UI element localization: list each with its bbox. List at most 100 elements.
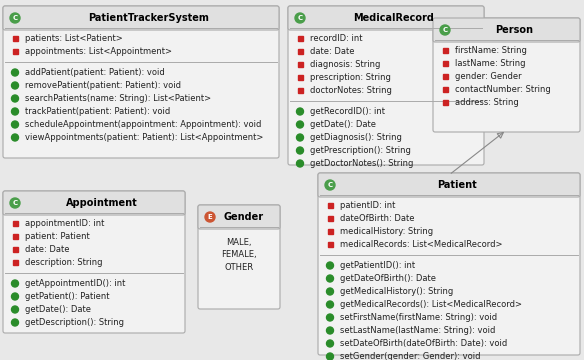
Text: address: String: address: String: [455, 98, 519, 107]
Circle shape: [326, 314, 333, 321]
Circle shape: [440, 25, 450, 35]
Text: MedicalRecord: MedicalRecord: [353, 13, 434, 23]
Bar: [328, 229, 332, 234]
Text: scheduleAppointment(appointment: Appointment): void: scheduleAppointment(appointment: Appoint…: [25, 120, 262, 129]
Bar: [328, 242, 332, 247]
Text: dateOfBirth: Date: dateOfBirth: Date: [340, 214, 415, 223]
Text: PatientTrackerSystem: PatientTrackerSystem: [89, 13, 210, 23]
FancyBboxPatch shape: [288, 6, 484, 30]
FancyBboxPatch shape: [3, 6, 279, 158]
Bar: [443, 74, 447, 79]
FancyBboxPatch shape: [198, 205, 280, 309]
Text: patient: Patient: patient: Patient: [25, 232, 90, 241]
Text: lastName: String: lastName: String: [455, 59, 526, 68]
Circle shape: [12, 306, 19, 313]
Text: C: C: [297, 15, 303, 21]
Text: getRecordID(): int: getRecordID(): int: [310, 107, 385, 116]
Text: getDate(): Date: getDate(): Date: [25, 305, 91, 314]
Text: diagnosis: String: diagnosis: String: [310, 60, 380, 69]
Text: setFirstName(firstName: String): void: setFirstName(firstName: String): void: [340, 313, 497, 322]
Text: searchPatients(name: String): List<Patient>: searchPatients(name: String): List<Patie…: [25, 94, 211, 103]
Bar: [12, 221, 18, 226]
Text: C: C: [328, 182, 332, 188]
Circle shape: [12, 95, 19, 102]
Circle shape: [325, 180, 335, 190]
Circle shape: [297, 134, 304, 141]
FancyBboxPatch shape: [3, 191, 185, 215]
Text: appointmentID: int: appointmentID: int: [25, 219, 105, 228]
Circle shape: [326, 262, 333, 269]
Circle shape: [326, 327, 333, 334]
Bar: [12, 234, 18, 239]
Text: C: C: [443, 27, 447, 33]
Text: firstName: String: firstName: String: [455, 46, 527, 55]
Text: patientID: int: patientID: int: [340, 201, 395, 210]
Text: C: C: [12, 15, 18, 21]
Text: getDiagnosis(): String: getDiagnosis(): String: [310, 133, 402, 142]
Bar: [6, 18, 276, 28]
FancyBboxPatch shape: [198, 205, 280, 229]
Text: getDoctorNotes(): String: getDoctorNotes(): String: [310, 159, 413, 168]
Circle shape: [326, 301, 333, 308]
Bar: [328, 216, 332, 221]
Text: prescription: String: prescription: String: [310, 73, 391, 82]
Bar: [12, 49, 18, 54]
Text: getMedicalRecords(): List<MedicalRecord>: getMedicalRecords(): List<MedicalRecord>: [340, 300, 522, 309]
Text: description: String: description: String: [25, 258, 103, 267]
Text: getDateOfBirth(): Date: getDateOfBirth(): Date: [340, 274, 436, 283]
Circle shape: [12, 293, 19, 300]
Text: date: Date: date: Date: [310, 47, 354, 56]
Bar: [12, 260, 18, 265]
Text: viewAppointments(patient: Patient): List<Appointment>: viewAppointments(patient: Patient): List…: [25, 133, 263, 142]
Circle shape: [297, 108, 304, 115]
Bar: [297, 88, 303, 93]
Text: setGender(gender: Gender): void: setGender(gender: Gender): void: [340, 352, 481, 360]
Bar: [297, 36, 303, 41]
Text: getMedicalHistory(): String: getMedicalHistory(): String: [340, 287, 453, 296]
Bar: [443, 48, 447, 53]
Bar: [297, 49, 303, 54]
Text: getDescription(): String: getDescription(): String: [25, 318, 124, 327]
Circle shape: [205, 212, 215, 222]
Text: getPatient(): Patient: getPatient(): Patient: [25, 292, 110, 301]
Circle shape: [12, 82, 19, 89]
Circle shape: [10, 13, 20, 23]
Text: Person: Person: [495, 25, 534, 35]
Text: getPatientID(): int: getPatientID(): int: [340, 261, 415, 270]
FancyBboxPatch shape: [318, 173, 580, 197]
Circle shape: [10, 198, 20, 208]
Text: date: Date: date: Date: [25, 245, 69, 254]
Text: Gender: Gender: [224, 212, 264, 222]
Text: contactNumber: String: contactNumber: String: [455, 85, 551, 94]
Circle shape: [12, 319, 19, 326]
Text: patients: List<Patient>: patients: List<Patient>: [25, 34, 123, 43]
Text: medicalHistory: String: medicalHistory: String: [340, 227, 433, 236]
Text: removePatient(patient: Patient): void: removePatient(patient: Patient): void: [25, 81, 181, 90]
Circle shape: [12, 108, 19, 115]
Text: appointments: List<Appointment>: appointments: List<Appointment>: [25, 47, 172, 56]
Text: recordID: int: recordID: int: [310, 34, 363, 43]
Text: addPatient(patient: Patient): void: addPatient(patient: Patient): void: [25, 68, 165, 77]
FancyBboxPatch shape: [288, 6, 484, 165]
FancyBboxPatch shape: [433, 18, 580, 42]
Bar: [6, 203, 182, 213]
Circle shape: [326, 353, 333, 360]
Circle shape: [326, 340, 333, 347]
Bar: [443, 87, 447, 92]
Text: Appointment: Appointment: [66, 198, 138, 208]
Text: getAppointmentID(): int: getAppointmentID(): int: [25, 279, 126, 288]
Text: OTHER: OTHER: [224, 264, 253, 273]
Bar: [321, 185, 577, 195]
Text: MALE,: MALE,: [226, 238, 252, 247]
Circle shape: [12, 134, 19, 141]
Bar: [328, 203, 332, 208]
Text: medicalRecords: List<MedicalRecord>: medicalRecords: List<MedicalRecord>: [340, 240, 502, 249]
Circle shape: [297, 147, 304, 154]
FancyBboxPatch shape: [433, 18, 580, 132]
Circle shape: [12, 121, 19, 128]
Circle shape: [326, 275, 333, 282]
Bar: [297, 62, 303, 67]
Bar: [297, 75, 303, 80]
Text: E: E: [208, 214, 213, 220]
Text: gender: Gender: gender: Gender: [455, 72, 522, 81]
